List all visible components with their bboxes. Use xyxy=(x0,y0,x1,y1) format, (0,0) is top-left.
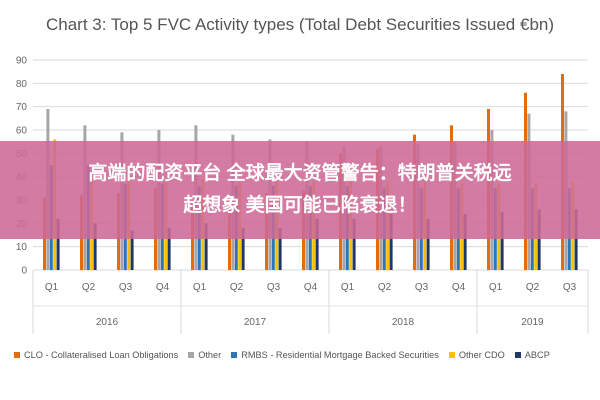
chart-title: Chart 3: Top 5 FVC Activity types (Total… xyxy=(45,15,555,34)
legend-swatch xyxy=(448,352,455,358)
overlay-banner: 高端的配资平台 全球最大资管警告：特朗普关税远 超想象 美国可能已陷衰退！ xyxy=(0,141,600,239)
legend: CLO - Collateralised Loan Obligations Oth… xyxy=(14,350,594,360)
bar-4-4 xyxy=(204,223,208,270)
bar-4-9 xyxy=(389,214,393,270)
bar-4-5 xyxy=(241,228,245,270)
x-tick-label: Q2 xyxy=(82,282,96,293)
y-tick-label: 90 xyxy=(16,56,28,67)
bar-4-13 xyxy=(537,209,541,270)
y-tick-label: 70 xyxy=(16,102,28,113)
bar-4-2 xyxy=(130,230,134,270)
x-tick-label: Q3 xyxy=(119,282,133,293)
year-label: 2017 xyxy=(244,317,267,328)
legend-item: CLO - Collateralised Loan Obligations xyxy=(14,350,178,360)
bar-4-8 xyxy=(352,218,356,270)
bar-4-0 xyxy=(56,218,60,270)
legend-label: RMBS - Residential Mortgage Backed Secur… xyxy=(241,350,439,360)
overlay-line-2: 超想象 美国可能已陷衰退！ xyxy=(183,195,417,216)
legend-swatch xyxy=(188,352,195,358)
y-tick-label: 80 xyxy=(16,79,28,90)
y-tick-label: 0 xyxy=(21,266,27,277)
x-tick-label: Q4 xyxy=(452,282,466,293)
legend-swatch xyxy=(14,352,20,358)
x-tick-label: Q1 xyxy=(489,282,503,293)
legend-item: RMBS - Residential Mortgage Backed Secur… xyxy=(231,350,439,360)
legend-item: Other xyxy=(188,350,221,360)
legend-label: CLO - Collateralised Loan Obligations xyxy=(24,350,179,360)
bar-4-3 xyxy=(167,228,171,270)
legend-item: Other CDO xyxy=(448,350,505,360)
x-tick-label: Q1 xyxy=(45,282,59,293)
x-tick-label: Q4 xyxy=(156,282,170,293)
x-tick-label: Q3 xyxy=(267,282,281,293)
bar-4-10 xyxy=(426,218,430,270)
year-label: 2018 xyxy=(392,317,415,328)
x-tick-label: Q2 xyxy=(378,282,392,293)
x-tick-label: Q3 xyxy=(415,282,429,293)
overlay-text: 高端的配资平台 全球最大资管警告：特朗普关税远 超想象 美国可能已陷衰退！ xyxy=(88,158,511,222)
bar-4-12 xyxy=(500,211,504,270)
legend-label: ABCP xyxy=(524,350,550,360)
x-tick-label: Q3 xyxy=(563,282,577,293)
x-tick-label: Q1 xyxy=(193,282,207,293)
overlay-line-1: 高端的配资平台 全球最大资管警告：特朗普关税远 xyxy=(88,163,512,184)
x-tick-label: Q4 xyxy=(304,282,318,293)
y-tick-label: 60 xyxy=(16,126,28,137)
legend-item: ABCP xyxy=(514,350,550,360)
year-label: 2019 xyxy=(521,317,544,328)
bar-4-14 xyxy=(574,209,578,270)
x-tick-label: Q2 xyxy=(526,282,540,293)
y-tick-label: 10 xyxy=(16,242,28,253)
legend-swatch xyxy=(514,352,521,358)
year-label: 2016 xyxy=(96,317,119,328)
bar-4-1 xyxy=(93,223,97,270)
x-tick-label: Q1 xyxy=(341,282,355,293)
x-tick-label: Q2 xyxy=(230,282,244,293)
bar-4-6 xyxy=(278,228,282,270)
bar-4-11 xyxy=(463,214,467,270)
legend-label: Other CDO xyxy=(458,350,505,360)
legend-label: Other xyxy=(198,350,222,360)
legend-swatch xyxy=(231,352,238,358)
bar-4-7 xyxy=(315,218,319,270)
